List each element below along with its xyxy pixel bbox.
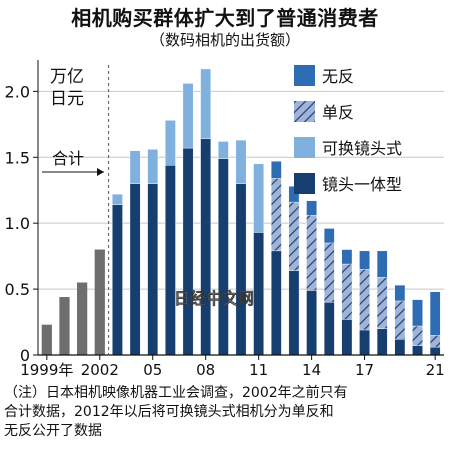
bar-interchangeable xyxy=(182,83,194,149)
x-tick-label: 1999年 xyxy=(20,361,73,379)
bar-slr xyxy=(341,263,353,320)
bar-fixed_lens xyxy=(429,346,441,356)
bar-mirrorless xyxy=(270,161,282,179)
bar-interchangeable xyxy=(235,139,247,184)
bar-fixed_lens xyxy=(359,329,370,356)
y-tick-label: 0.5 xyxy=(5,280,30,299)
legend-label: 镜头一体型 xyxy=(322,175,402,194)
bar-slr xyxy=(394,300,406,340)
bar-mirrorless xyxy=(359,250,370,270)
legend-swatch-mirrorless xyxy=(294,65,315,86)
bar-mirrorless xyxy=(394,284,406,302)
bar-fixed_lens xyxy=(147,183,159,356)
bar-fixed_lens xyxy=(306,290,317,356)
bar-fixed_lens xyxy=(412,345,423,356)
footnote-line: 无反公开了数据 xyxy=(4,423,102,439)
bar-fixed_lens xyxy=(129,183,141,356)
bar-slr xyxy=(306,215,317,291)
x-tick-label: 2002 xyxy=(81,361,119,379)
bar-interchangeable xyxy=(200,68,212,140)
legend-swatch-slr xyxy=(294,101,315,122)
bar-fixed_lens xyxy=(200,138,212,356)
bar-mirrorless xyxy=(429,291,441,336)
unit-label: 万亿 xyxy=(50,67,84,87)
unit-label: 日元 xyxy=(50,89,84,109)
footnote-line: （注）日本相机映像机器工业会调查，2002年之前只有 xyxy=(4,385,348,401)
y-tick-label: 1.5 xyxy=(5,148,30,167)
x-tick-label: 08 xyxy=(196,361,215,379)
bar-slr xyxy=(412,325,423,346)
axes xyxy=(33,60,444,360)
text-labels: 0 0.5 1.0 1.5 2.0 1999年 2002 05 08 11 14 17 21 万亿日元合计… xyxy=(5,67,445,379)
footnote: （注）日本相机映像机器工业会调查，2002年之前只有 合计数据，2012年以后将… xyxy=(4,384,446,441)
bar-mirrorless xyxy=(323,228,335,244)
bar-mirrorless xyxy=(306,200,317,216)
bar-slr xyxy=(288,201,300,271)
bar-interchangeable xyxy=(147,149,159,184)
bar-interchangeable xyxy=(253,163,264,233)
annotation-arrowhead xyxy=(97,168,104,176)
bar-fixed_lens xyxy=(253,232,264,356)
bar-group xyxy=(41,68,441,356)
legend-swatch-interchangeable xyxy=(294,137,315,158)
bar-total xyxy=(59,297,70,355)
y-tick-label: 1.0 xyxy=(5,214,30,233)
watermark: 日经中文网 xyxy=(174,289,254,308)
bar-fixed_lens xyxy=(376,328,388,356)
annotation-label: 合计 xyxy=(52,149,84,168)
x-tick-label: 14 xyxy=(302,361,321,379)
x-tick-label: 21 xyxy=(426,361,445,379)
bar-fixed_lens xyxy=(218,158,229,356)
bar-slr xyxy=(376,277,388,329)
bar-slr xyxy=(270,178,282,252)
legend-label: 单反 xyxy=(322,103,354,122)
bar-interchangeable xyxy=(112,193,123,205)
bar-total xyxy=(94,249,105,355)
bar-fixed_lens xyxy=(165,164,176,356)
bar-slr xyxy=(429,335,441,348)
bar-mirrorless xyxy=(288,186,300,203)
y-tick-label: 2.0 xyxy=(5,82,30,101)
chart-title: 相机购买群体扩大到了普通消费者 xyxy=(71,6,379,30)
x-tick-label: 11 xyxy=(249,361,268,379)
bar-fixed_lens xyxy=(112,204,123,356)
bar-mirrorless xyxy=(376,250,388,278)
bar-total xyxy=(77,282,88,355)
bar-mirrorless xyxy=(341,249,353,265)
bar-fixed_lens xyxy=(341,319,353,356)
legend-label: 无反 xyxy=(322,67,354,86)
bar-total xyxy=(41,324,52,355)
bar-fixed_lens xyxy=(235,183,247,356)
bar-slr xyxy=(323,242,335,303)
x-tick-label: 17 xyxy=(355,361,374,379)
bar-fixed_lens xyxy=(394,338,406,356)
chart-subtitle: （数码相机的出货额） xyxy=(149,31,300,49)
legend-label: 可换镜头式 xyxy=(322,139,402,158)
bar-fixed_lens xyxy=(288,270,300,356)
footnote-line: 合计数据，2012年以后将可换镜头式相机分为单反和 xyxy=(4,404,334,420)
bar-fixed_lens xyxy=(182,147,194,356)
bar-interchangeable xyxy=(165,120,176,166)
x-tick-label: 05 xyxy=(143,361,162,379)
bar-mirrorless xyxy=(412,299,423,327)
bar-slr xyxy=(359,269,370,331)
bar-fixed_lens xyxy=(323,302,335,356)
bar-interchangeable xyxy=(129,150,141,184)
legend-swatch-fixed_lens xyxy=(294,173,315,194)
bar-interchangeable xyxy=(218,141,229,159)
y-tick-label: 0 xyxy=(20,346,30,365)
bar-fixed_lens xyxy=(270,250,282,356)
